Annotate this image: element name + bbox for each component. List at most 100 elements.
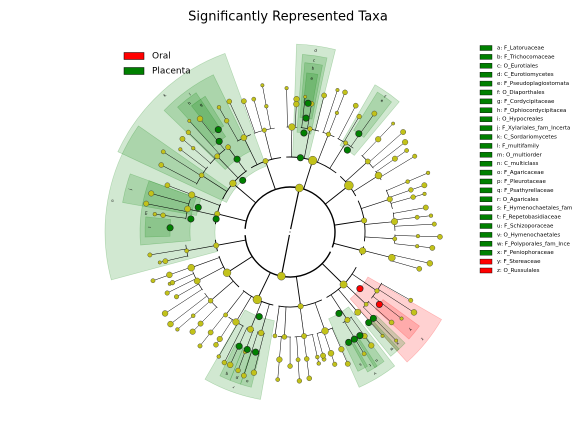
biomarker-node (355, 130, 363, 138)
clade-legend-swatch (479, 45, 493, 51)
tree-node (196, 115, 204, 122)
clade-legend-label: h: F_Ophiocordycipitacea (497, 108, 566, 114)
clade-letter: d (314, 48, 318, 53)
tree-branch (260, 304, 270, 334)
tree-node (335, 88, 340, 93)
tree-branch (201, 175, 228, 192)
clade-letter: t (368, 363, 372, 368)
tree-node (150, 278, 156, 284)
tree-node (399, 316, 404, 321)
tree-branch (331, 328, 348, 364)
tree-branch (330, 294, 348, 321)
chart-title: Significantly Represented Taxa (188, 10, 388, 25)
tree-branch (301, 96, 306, 128)
clade-letter: z (420, 337, 425, 342)
clade-letter: u (374, 358, 379, 364)
tree-branch (393, 207, 426, 214)
tree-node (275, 377, 280, 382)
tree-branch (161, 164, 197, 184)
biomarker-node (356, 285, 364, 293)
tree-branch (224, 325, 244, 363)
clade-letter: r (231, 385, 235, 390)
tree-node (235, 367, 241, 374)
biomarker-node (335, 309, 343, 317)
tree-branch (218, 323, 239, 357)
tree-branch (243, 331, 259, 376)
tree-branch (379, 156, 415, 178)
clade-letter: e (380, 98, 385, 104)
tree-node (261, 127, 267, 133)
biomarker-node (252, 348, 260, 356)
tree-node (164, 290, 170, 296)
clade-legend-label: m: O_multiorder (497, 152, 542, 158)
clade-wedge (139, 180, 197, 246)
tree-node (277, 271, 286, 281)
tree-node (184, 205, 191, 213)
tree-node (179, 136, 186, 142)
clade-legend-label: n: C_multiclass (497, 161, 539, 167)
tree-branch (189, 120, 220, 155)
tree-node (422, 204, 429, 211)
clade-wedge (328, 306, 396, 388)
clade-legend-label: j: F_Xylariales_fam_Incerta (496, 126, 570, 132)
tree-node (428, 213, 434, 218)
tree-branch (191, 194, 220, 206)
tree-node (422, 191, 427, 196)
legend-swatch (123, 67, 145, 75)
tree-branch (186, 245, 217, 252)
clade-legend-swatch (479, 152, 493, 158)
tree-node (431, 221, 437, 227)
tree-branch (197, 266, 224, 282)
tree-node (250, 369, 257, 376)
tree-node (191, 146, 196, 151)
tree-node (189, 328, 196, 335)
clade-legend-swatch (479, 71, 493, 78)
tree-branch (225, 291, 245, 316)
biomarker-node (356, 332, 364, 340)
tree-branch (243, 101, 256, 134)
tree-node (223, 312, 228, 318)
biomarker-node (300, 129, 308, 137)
tree-node (174, 294, 179, 300)
tree-branch (226, 256, 253, 274)
clade-letter: n (110, 199, 115, 203)
clade-legend-label: b: F_Trichocomaceae (497, 54, 555, 60)
tree-branch (353, 175, 379, 192)
clade-legend-swatch (479, 178, 493, 185)
clade-letter: l (147, 226, 152, 227)
tree-node (191, 313, 196, 318)
clade-legend-swatch (479, 134, 493, 140)
clade-legend-swatch (479, 98, 493, 105)
tree-node (247, 325, 254, 333)
clade-legend-label: d: C_Eurotiomycetes (497, 72, 554, 78)
clade-letter: m (143, 211, 148, 216)
tree-node (222, 268, 232, 277)
tree-node (224, 118, 230, 124)
clade-letter: y (408, 327, 414, 332)
clade-letter: w (389, 346, 395, 352)
clade-letter: q (224, 371, 229, 377)
tree-node (197, 320, 204, 327)
clade-legend-swatch (479, 116, 493, 122)
tree-node (342, 89, 348, 96)
tree-branch (368, 131, 404, 163)
biomarker-node (365, 319, 373, 327)
tree-node (374, 288, 380, 294)
clade-legend-swatch (479, 232, 493, 238)
tree-branch (350, 113, 375, 147)
tree-node (240, 134, 248, 141)
biomarker-node (345, 338, 353, 346)
clade-letter: f (383, 94, 388, 99)
clade-legend-swatch (479, 143, 493, 149)
tree-node (408, 187, 414, 193)
tree-branch (338, 105, 356, 139)
tree-branch (218, 107, 239, 141)
tree-branch (344, 283, 367, 305)
tree-branch (363, 306, 397, 341)
clade-legend-label: z: O_Russulales (497, 268, 540, 274)
tree-node (225, 144, 231, 150)
tree-node (402, 139, 409, 146)
clade-legend-swatch (479, 89, 493, 96)
tree-branch (286, 88, 288, 128)
clade-legend-swatch (479, 241, 493, 247)
